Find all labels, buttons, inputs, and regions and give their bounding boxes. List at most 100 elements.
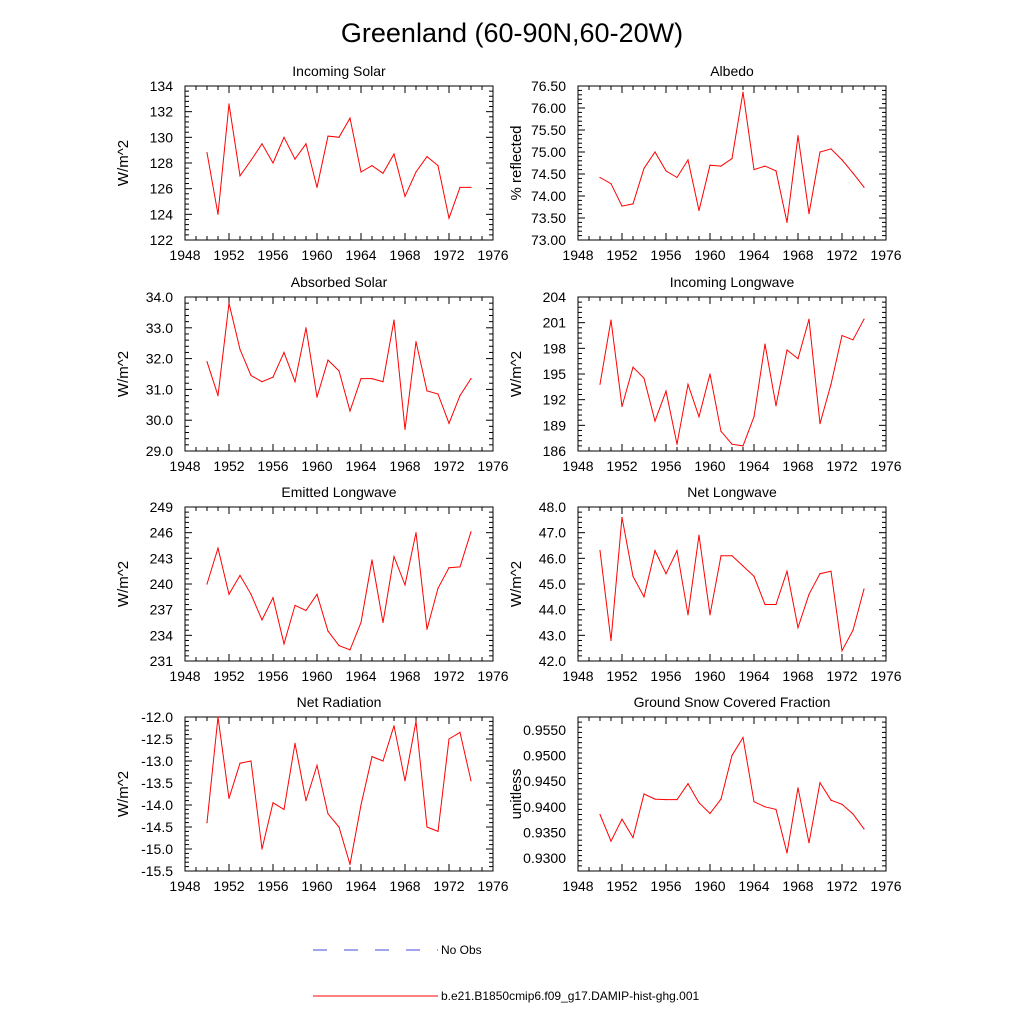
data-point <box>261 619 263 621</box>
data-point <box>764 343 766 345</box>
x-tick-label: 1960 <box>694 668 725 684</box>
data-point <box>360 378 362 380</box>
data-point <box>610 183 612 185</box>
data-point <box>217 547 219 549</box>
data-point <box>316 764 318 767</box>
data-point <box>709 164 711 166</box>
y-tick-label: 0.9300 <box>523 850 566 866</box>
y-tick-label: 186 <box>543 443 567 459</box>
data-point <box>393 725 395 727</box>
data-point <box>863 588 865 590</box>
data-point <box>632 366 634 368</box>
y-tick-label: 46.0 <box>539 550 566 566</box>
data-point <box>393 556 395 558</box>
x-tick-label: 1956 <box>257 247 288 263</box>
data-point <box>665 799 667 801</box>
series-line <box>599 318 865 447</box>
data-point <box>687 614 689 616</box>
data-point <box>830 570 832 572</box>
data-point <box>228 302 230 304</box>
y-axis-label: W/m^2 <box>115 351 132 397</box>
data-point <box>852 339 854 341</box>
chart-panel: Incoming Solar W/m^2 1948 1952 1956 1960 1964 1… <box>115 63 509 263</box>
data-point <box>437 830 439 833</box>
data-point <box>764 806 766 808</box>
data-point <box>415 171 417 173</box>
data-point <box>338 136 340 138</box>
data-point <box>599 550 601 552</box>
x-tick-label: 1948 <box>562 878 593 894</box>
data-point <box>797 627 799 629</box>
y-tick-label: 126 <box>150 181 174 197</box>
data-point <box>720 798 722 800</box>
data-point <box>426 156 428 158</box>
data-point <box>632 575 634 577</box>
data-point <box>393 319 395 321</box>
data-point <box>808 318 810 320</box>
y-axis-label: W/m^2 <box>115 561 132 607</box>
data-point <box>797 787 799 789</box>
plot-frame <box>184 716 494 872</box>
data-point <box>621 516 623 518</box>
x-tick-label: 1948 <box>562 247 593 263</box>
y-tick-label: 134 <box>150 78 174 94</box>
data-point <box>448 217 450 219</box>
y-tick-label: 76.00 <box>531 100 566 116</box>
x-tick-label: 1972 <box>826 668 857 684</box>
x-tick-label: 1972 <box>433 247 464 263</box>
x-tick-label: 1964 <box>738 458 769 474</box>
data-point <box>305 800 307 802</box>
data-point <box>228 797 230 800</box>
data-point <box>250 760 252 762</box>
data-point <box>426 628 428 630</box>
x-tick-label: 1948 <box>169 668 200 684</box>
y-axis-label: unitless <box>508 769 525 820</box>
data-point <box>250 159 252 161</box>
data-point <box>775 808 777 811</box>
data-point <box>863 828 865 830</box>
data-point <box>698 534 700 536</box>
x-tick-label: 1968 <box>782 668 813 684</box>
y-tick-label: 29.0 <box>146 443 173 459</box>
x-tick-label: 1968 <box>782 878 813 894</box>
y-tick-label: 73.00 <box>531 232 566 248</box>
data-point <box>654 798 656 800</box>
x-tick-label: 1964 <box>345 668 376 684</box>
y-tick-label: 76.50 <box>531 78 566 94</box>
x-tick-label: 1968 <box>389 668 420 684</box>
plot-frame <box>184 296 494 452</box>
y-tick-label: 0.9400 <box>523 799 566 815</box>
y-tick-label: 128 <box>150 155 174 171</box>
data-point <box>698 802 700 804</box>
y-axis-label: W/m^2 <box>508 561 525 607</box>
x-tick-label: 1968 <box>389 247 420 263</box>
y-tick-label: 47.0 <box>539 525 566 541</box>
panel-title: Emitted Longwave <box>281 484 396 500</box>
data-point <box>841 803 843 805</box>
x-tick-label: 1976 <box>477 668 508 684</box>
data-point <box>448 422 450 424</box>
data-point <box>305 327 307 329</box>
y-tick-label: -14.5 <box>141 819 173 835</box>
data-point <box>863 186 865 188</box>
data-point <box>283 136 285 138</box>
data-point <box>316 593 318 595</box>
data-point <box>360 621 362 624</box>
data-point <box>632 837 634 839</box>
chart-panel: Net Longwave W/m^2 1948 1952 1956 1960 1964 196… <box>508 484 902 684</box>
data-point <box>720 165 722 167</box>
data-point <box>206 361 208 363</box>
y-tick-label: 204 <box>543 289 567 305</box>
data-point <box>676 550 678 552</box>
y-tick-label: 237 <box>150 602 174 618</box>
data-point <box>459 731 461 734</box>
data-point <box>621 205 623 207</box>
data-point <box>599 813 601 816</box>
data-point <box>731 158 733 160</box>
data-point <box>360 171 362 173</box>
data-point <box>294 158 296 160</box>
data-point <box>294 742 296 745</box>
data-point <box>786 349 788 351</box>
data-point <box>338 370 340 372</box>
data-point <box>687 159 689 161</box>
